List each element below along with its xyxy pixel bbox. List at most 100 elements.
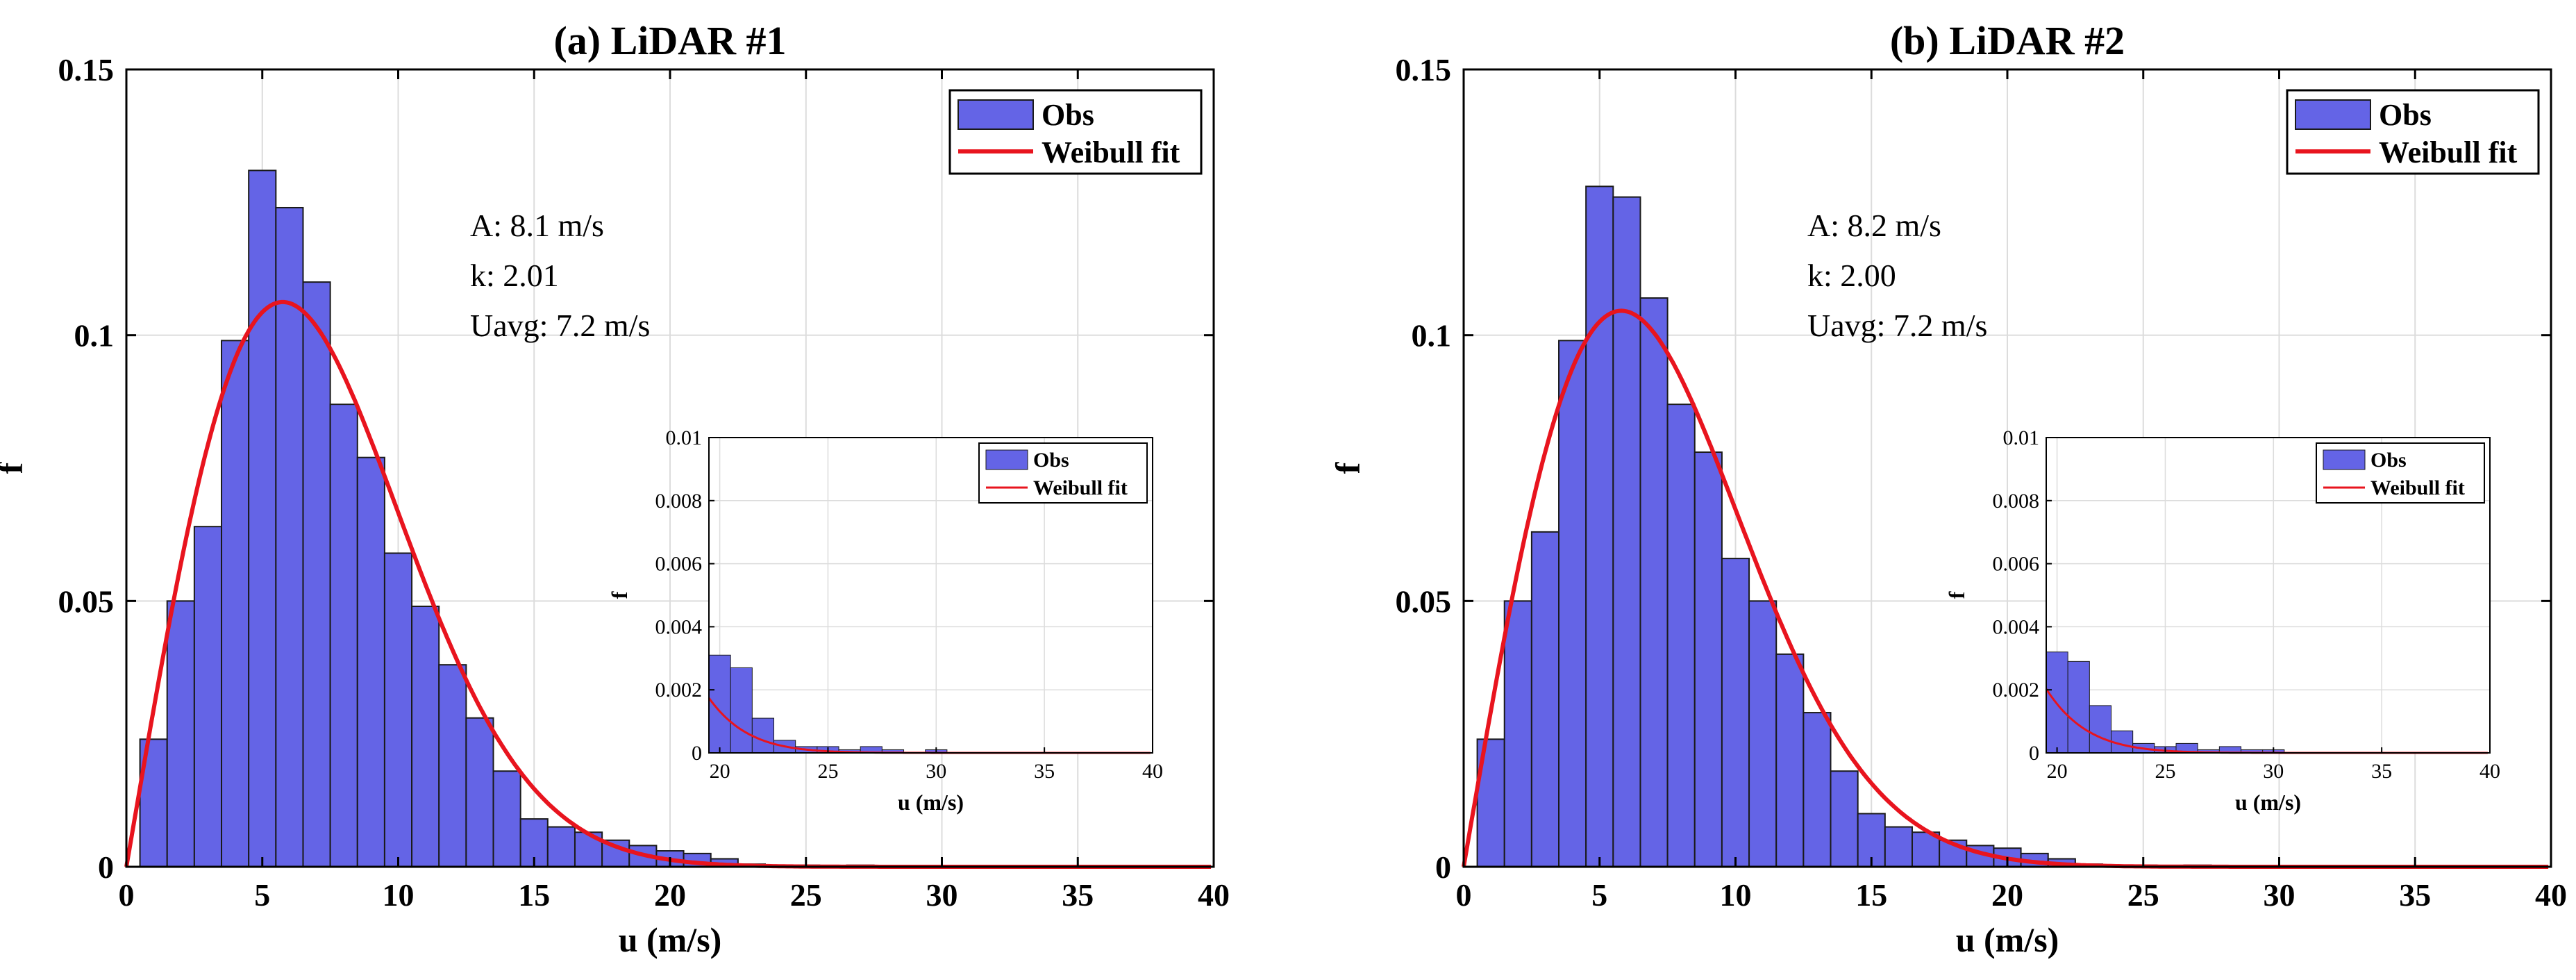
inset-y-tick-label: 0.006 [655,553,703,576]
legend-label-obs: Obs [1042,98,1094,132]
y-tick-label: 0 [1435,849,1451,885]
histogram-bar [1775,653,1805,867]
histogram-bar [166,600,195,867]
histogram-bar [1666,404,1696,867]
panel-lidar-1: 0 5 10 15 20 25 30 35 40 0 0.05 0.1 0.15 (a) LiDAR #1… [0,18,1230,959]
x-tick-label: 5 [1591,877,1607,913]
histogram-bar [1585,185,1614,867]
y-tick-label: 0.15 [1396,52,1452,88]
histogram-bar [492,770,521,867]
x-tick-label: 40 [2535,877,2567,913]
x-tick-label: 10 [1720,877,1752,913]
histogram-bar [1639,297,1668,867]
legend-label-obs: Obs [2379,98,2432,132]
inset-axes-box [2046,437,2491,754]
inset-x-tick-label: 40 [2479,760,2500,783]
histogram-bar [302,281,331,867]
y-tick-label: 0.1 [74,318,115,354]
histogram-bar [1748,600,1778,867]
fit-parameter-text: Uavg: 7.2 m/s [470,308,650,343]
inset-x-tick-label: 30 [2263,760,2284,783]
histogram-bar [193,526,223,867]
fit-parameter-text: A: 8.1 m/s [470,208,604,243]
histogram-bar [383,552,413,867]
x-tick-label: 25 [2127,877,2159,913]
x-tick-label: 40 [1198,877,1230,913]
inset-legend-label-obs: Obs [1033,449,1069,472]
legend-label-fit: Weibull fit [1042,135,1180,169]
y-tick-label: 0.05 [58,583,115,619]
x-tick-label: 10 [383,877,415,913]
inset-x-axis-label: u (m/s) [898,790,964,815]
histogram-bar [411,605,440,868]
histogram-bar [546,826,576,867]
chart-title: (b) LiDAR #2 [1890,18,2125,63]
inset-legend-label-fit: Weibull fit [2370,476,2465,499]
inset-y-tick-label: 0.008 [1993,490,2040,513]
inset-legend-label-obs: Obs [2370,449,2407,472]
inset-x-tick-label: 20 [710,760,730,783]
y-axis-label: f [0,461,30,474]
y-tick-label: 0.1 [1412,318,1452,354]
y-tick-label: 0 [98,849,114,885]
x-tick-label: 0 [1456,877,1472,913]
histogram-bar [356,456,385,867]
inset-axes-box [708,437,1153,754]
histogram-bar [221,340,250,867]
inset-x-tick-label: 40 [1142,760,1163,783]
x-tick-label: 30 [2264,877,2295,913]
inset-chart: 20 25 30 35 40 0 0.002 0.004 0.006 0.008 0.01 u (m/… [1944,426,2500,815]
inset-chart: 20 25 30 35 40 0 0.002 0.004 0.006 0.008 0.01 u (m/… [607,426,1163,815]
histogram-bar [1612,196,1641,867]
inset-legend-swatch-obs [985,449,1028,470]
inset-legend-label-fit: Weibull fit [1033,476,1128,499]
inset-y-tick-label: 0.008 [655,490,703,513]
inset-y-tick-label: 0.004 [655,615,703,638]
inset-x-tick-label: 25 [2155,760,2175,783]
legend-swatch-obs [957,99,1034,130]
fit-parameter-text: Uavg: 7.2 m/s [1807,308,1987,343]
x-tick-label: 20 [654,877,686,913]
inset-histogram-bar [751,717,775,754]
histogram-bar [1803,712,1832,868]
panel-lidar-2: 0 5 10 15 20 25 30 35 40 0 0.05 0.1 0.15 (b) LiDAR #2… [1328,18,2567,959]
histogram-bar [1884,826,1913,867]
inset-y-tick-label: 0 [2029,742,2039,765]
y-axis-label: f [1328,461,1367,474]
inset-y-axis-label: f [1944,591,1969,599]
inset-histogram-bar [2089,705,2112,754]
y-tick-label: 0.15 [58,52,115,88]
inset-y-tick-label: 0 [692,742,702,765]
inset-histogram-bar [2067,661,2090,754]
x-tick-label: 5 [254,877,270,913]
x-tick-label: 15 [1855,877,1887,913]
inset-y-tick-label: 0.01 [2003,426,2040,449]
histogram-bar [1558,340,1587,867]
histogram-bar [248,169,277,867]
x-tick-label: 0 [119,877,135,913]
inset-x-axis-label: u (m/s) [2235,790,2301,815]
inset-x-tick-label: 25 [817,760,838,783]
histogram-bar [1693,451,1723,867]
histogram-bar [438,664,467,867]
inset-y-tick-label: 0.002 [655,679,703,701]
inset-y-tick-label: 0.002 [1993,679,2040,701]
fit-parameter-text: k: 2.01 [470,258,559,293]
x-axis-label: u (m/s) [1956,920,2059,959]
histogram-bar [1721,558,1750,868]
inset-histogram-bar [730,667,753,754]
fit-parameter-text: A: 8.2 m/s [1807,208,1941,243]
fit-parameter-text: k: 2.00 [1807,258,1896,293]
histogram-bar [329,404,358,867]
histogram-bar [1503,600,1532,867]
x-axis-label: u (m/s) [619,920,722,959]
legend-swatch-obs [2295,99,2371,130]
legend-label-fit: Weibull fit [2379,135,2518,169]
inset-y-tick-label: 0.01 [666,426,703,449]
inset-y-tick-label: 0.004 [1993,615,2040,638]
inset-x-tick-label: 20 [2047,760,2068,783]
inset-x-tick-label: 35 [2371,760,2392,783]
